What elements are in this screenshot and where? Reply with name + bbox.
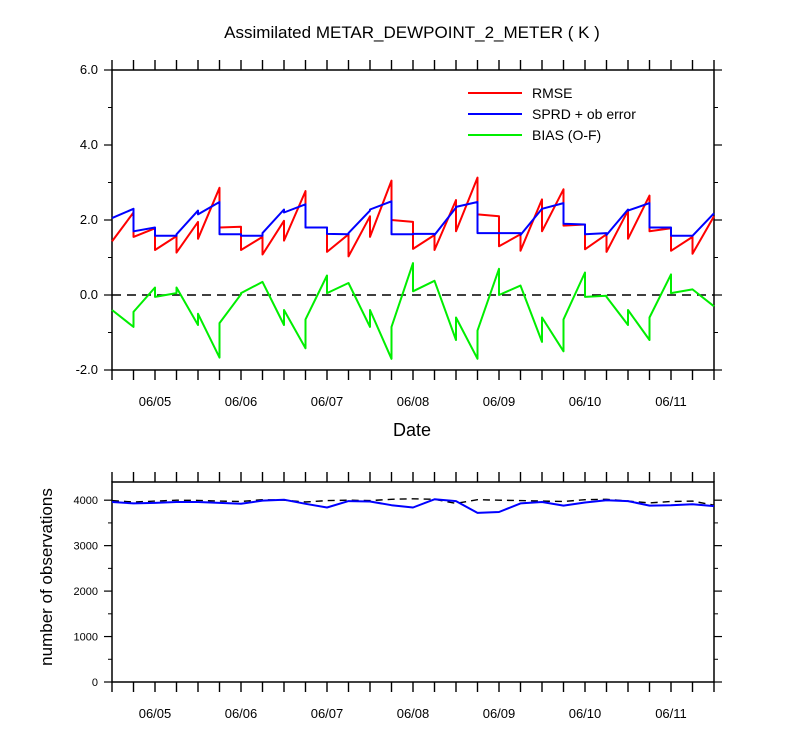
- y-tick-label: 4.0: [80, 137, 98, 152]
- chart-title: Assimilated METAR_DEWPOINT_2_METER ( K ): [224, 23, 600, 42]
- series-line-bias-o-f: [111, 262, 715, 360]
- x-tick-label: 06/11: [655, 706, 687, 721]
- legend-label: RMSE: [532, 85, 572, 101]
- x-tick-label: 06/06: [225, 706, 258, 721]
- y-tick-label: 1000: [74, 632, 98, 644]
- bottom-axes: 0 1000 2000 3000 4000 06/05 06/06 06/07 06/08 06/…: [74, 472, 722, 721]
- observations-chart-panel: 0 1000 2000 3000 4000 06/05 06/06 06/07 06/08 06/…: [37, 472, 722, 721]
- bottom-series-group: [111, 498, 715, 514]
- top-axes: -2.0 0.0 2.0 4.0 6.0 06/05 06/06 06/07 06/08 06/0…: [76, 60, 722, 409]
- y-tick-label: 4000: [74, 495, 98, 507]
- x-axis-label: Date: [393, 420, 431, 440]
- x-tick-label: 06/07: [311, 394, 344, 409]
- series-line-sprd-ob-error: [111, 200, 715, 237]
- y-tick-label: 0.0: [80, 287, 98, 302]
- y-tick-label: 0: [92, 677, 98, 689]
- y-axis-label-observations: number of observations: [37, 488, 56, 666]
- legend: RMSE SPRD + ob error BIAS (O-F): [468, 85, 636, 143]
- top-chart-panel: Assimilated METAR_DEWPOINT_2_METER ( K )…: [76, 23, 722, 440]
- x-tick-label: 06/08: [397, 706, 430, 721]
- x-tick-label: 06/05: [139, 394, 172, 409]
- x-tick-label: 06/07: [311, 706, 344, 721]
- x-tick-label: 06/09: [483, 394, 516, 409]
- series-line-series-1: [111, 498, 715, 514]
- x-tick-label: 06/05: [139, 706, 172, 721]
- x-tick-label: 06/08: [397, 394, 430, 409]
- y-tick-label: 2.0: [80, 212, 98, 227]
- x-tick-label: 06/11: [655, 394, 687, 409]
- series-line-series-0: [111, 498, 715, 506]
- top-series-group: [111, 176, 715, 360]
- y-tick-label: 2000: [74, 586, 98, 598]
- y-tick-label: 3000: [74, 541, 98, 553]
- bottom-plot-frame: [111, 481, 715, 683]
- series-line-rmse: [111, 176, 715, 258]
- x-tick-label: 06/06: [225, 394, 258, 409]
- y-tick-label: -2.0: [76, 362, 98, 377]
- legend-label: BIAS (O-F): [532, 127, 601, 143]
- legend-label: SPRD + ob error: [532, 106, 636, 122]
- x-tick-label: 06/10: [569, 394, 602, 409]
- y-tick-label: 6.0: [80, 62, 98, 77]
- x-tick-label: 06/10: [569, 706, 602, 721]
- x-tick-label: 06/09: [483, 706, 516, 721]
